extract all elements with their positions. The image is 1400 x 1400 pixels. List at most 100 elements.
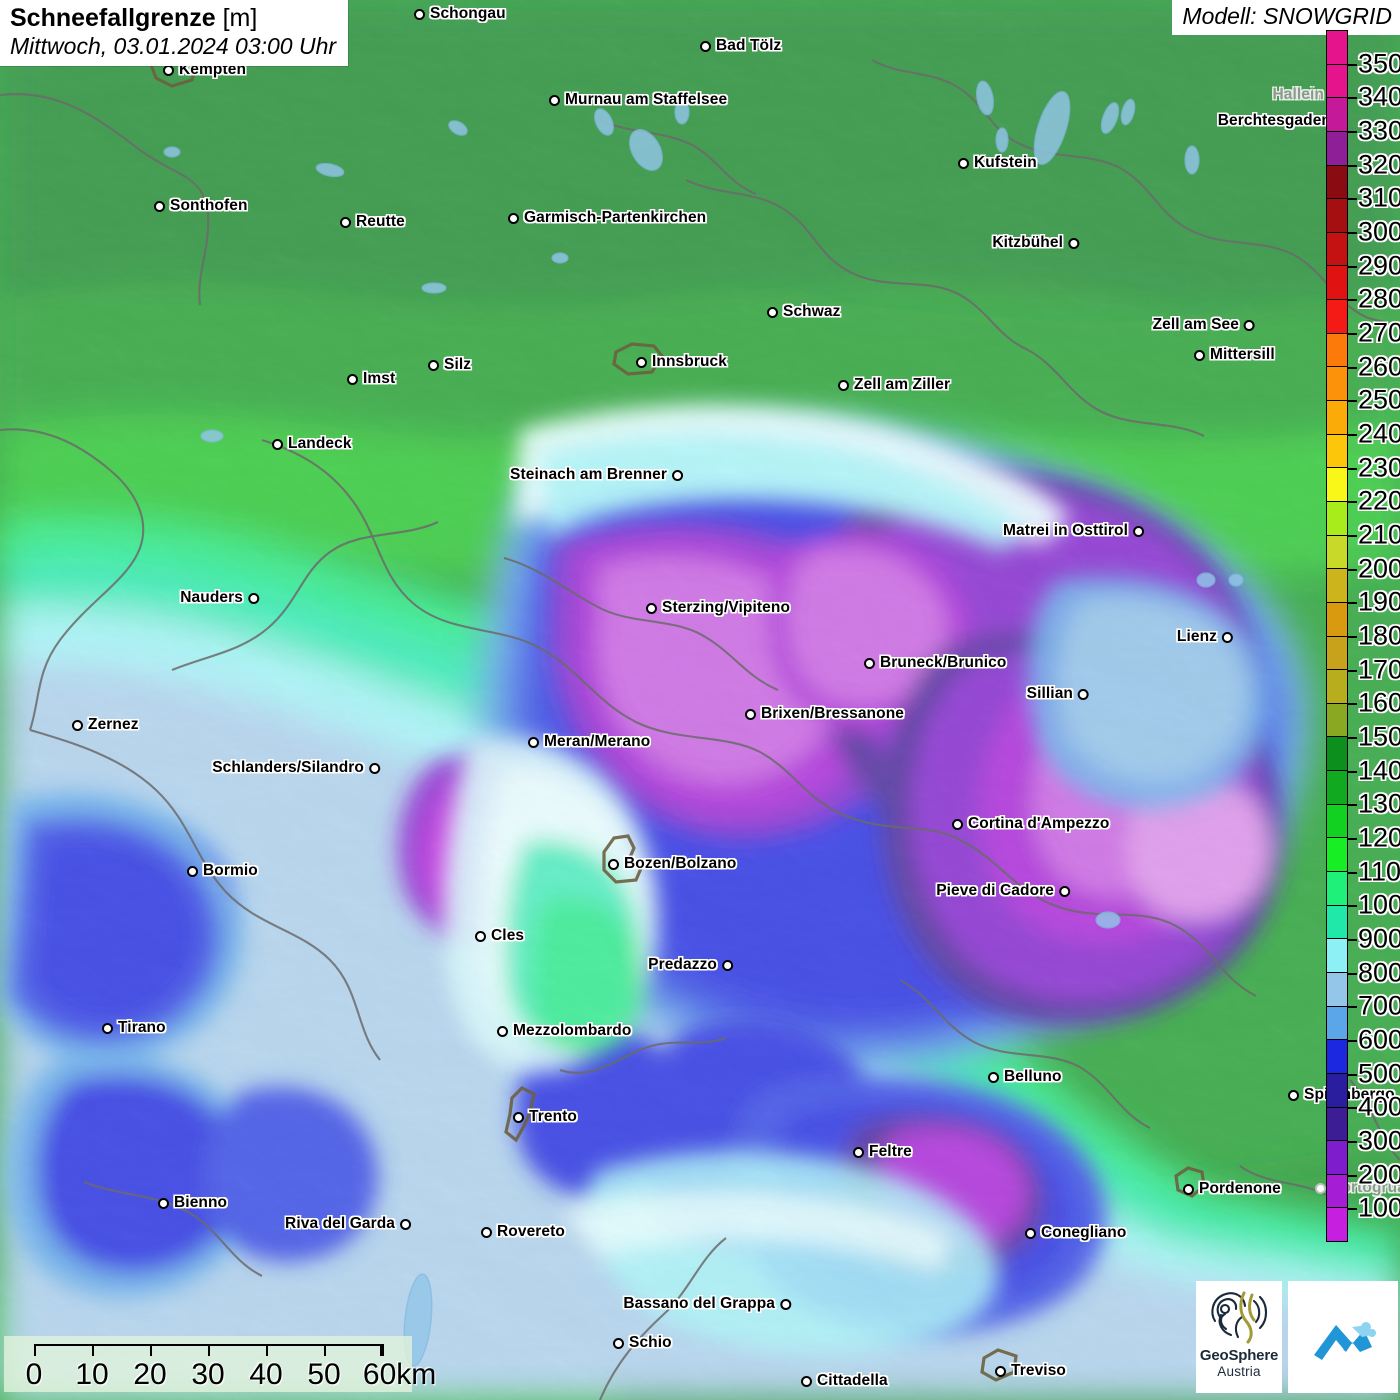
city-label[interactable]: Matrei in Osttirol xyxy=(1003,522,1144,540)
city-label[interactable]: Zell am See xyxy=(1153,316,1255,334)
colorbar-tick xyxy=(1348,1006,1357,1009)
city-label[interactable]: Bormio xyxy=(187,862,258,880)
city-label[interactable]: Steinach am Brenner xyxy=(510,466,683,484)
colorbar-tick xyxy=(1348,232,1357,234)
colorbar-tick xyxy=(1348,97,1357,100)
geosphere-austria-logo[interactable]: GeoSphere Austria xyxy=(1196,1281,1282,1393)
city-name: Conegliano xyxy=(1041,1224,1127,1241)
colorbar-tick xyxy=(1348,366,1357,369)
city-label[interactable]: Schongau xyxy=(414,5,506,23)
city-label[interactable]: Bassano del Grappa xyxy=(623,1295,791,1313)
city-name: Brixen/Bressanone xyxy=(761,705,904,722)
colorbar-tick xyxy=(1348,1174,1357,1177)
city-name: Cittadella xyxy=(817,1372,888,1389)
city-marker-dot xyxy=(528,736,539,748)
city-label[interactable]: Lienz xyxy=(1177,628,1233,646)
colorbar-legend[interactable]: 3500340033003200310030002900280027002600… xyxy=(1326,30,1400,1242)
city-label[interactable]: Meran/Merano xyxy=(528,733,650,751)
city-label[interactable]: Conegliano xyxy=(1025,1224,1126,1242)
colorbar-swatch xyxy=(1327,1174,1347,1209)
scale-bar-label: 50 xyxy=(307,1358,341,1391)
city-label[interactable]: Predazzo xyxy=(648,956,733,974)
city-label[interactable]: Sonthofen xyxy=(154,197,248,215)
city-name: Berchtesgaden xyxy=(1217,112,1331,129)
city-label[interactable]: Mittersill xyxy=(1194,346,1275,364)
city-label[interactable]: Portogruaro xyxy=(1315,1179,1400,1197)
colorbar-tick xyxy=(1348,299,1357,302)
city-label[interactable]: Feltre xyxy=(853,1143,912,1161)
city-label[interactable]: Garmisch-Partenkirchen xyxy=(508,209,706,227)
colorbar-tick-label: 2500 xyxy=(1358,384,1400,415)
city-label[interactable]: Mezzolombardo xyxy=(497,1022,631,1040)
city-name: Reutte xyxy=(356,213,405,230)
city-label[interactable]: Rovereto xyxy=(481,1223,565,1241)
city-label[interactable]: Zell am Ziller xyxy=(838,376,950,394)
city-label[interactable]: Sillian xyxy=(1027,685,1089,703)
city-name: Schlanders/Silandro xyxy=(212,759,364,776)
city-label[interactable]: Pieve di Cadore xyxy=(936,882,1070,900)
city-label[interactable]: Innsbruck xyxy=(636,353,727,371)
city-label[interactable]: Kufstein xyxy=(958,154,1037,172)
city-label[interactable]: Schlanders/Silandro xyxy=(212,759,380,777)
city-label[interactable]: Silz xyxy=(428,356,471,374)
city-label[interactable]: Imst xyxy=(347,370,395,388)
city-label[interactable]: Riva del Garda xyxy=(285,1215,411,1233)
colorbar-tick-label: 2900 xyxy=(1358,250,1400,281)
colorbar-tick xyxy=(1348,265,1357,268)
city-label[interactable]: Trento xyxy=(513,1108,577,1126)
colorbar-tick-label: 600 xyxy=(1358,1024,1400,1055)
geosphere-name: GeoSphere xyxy=(1199,1347,1279,1364)
city-label[interactable]: Belluno xyxy=(988,1068,1062,1086)
city-label[interactable]: Brixen/Bressanone xyxy=(745,705,904,723)
city-name: Zernez xyxy=(88,716,139,733)
colorbar-tick xyxy=(1348,164,1357,167)
colorbar-swatch xyxy=(1327,131,1347,166)
colorbar-swatch xyxy=(1327,872,1347,906)
city-name: Pieve di Cadore xyxy=(936,882,1054,899)
city-name: Schwaz xyxy=(783,303,841,320)
city-name: Rovereto xyxy=(497,1223,565,1240)
city-label[interactable]: Cles xyxy=(475,927,524,945)
city-label[interactable]: Cortina d'Ampezzo xyxy=(952,815,1109,833)
colorbar-tick-label: 700 xyxy=(1358,990,1400,1021)
scale-bar-tick xyxy=(324,1344,326,1356)
city-marker-dot xyxy=(481,1226,492,1238)
city-label[interactable]: Nauders xyxy=(180,589,259,607)
city-label[interactable]: Pordenone xyxy=(1183,1180,1281,1198)
city-marker-dot xyxy=(1183,1183,1194,1195)
city-label[interactable]: Bienno xyxy=(158,1194,227,1212)
city-marker-dot xyxy=(636,356,647,368)
city-name: Mittersill xyxy=(1210,346,1275,363)
city-label[interactable]: Bruneck/Brunico xyxy=(864,654,1006,672)
colorbar-tick-label: 2700 xyxy=(1358,317,1400,348)
city-label[interactable]: Schio xyxy=(613,1334,672,1352)
colorbar-swatch xyxy=(1327,939,1347,973)
city-label[interactable]: Sterzing/Vipiteno xyxy=(646,599,790,617)
partner-logo[interactable] xyxy=(1288,1281,1398,1393)
city-label[interactable]: Landeck xyxy=(272,435,352,453)
city-label[interactable]: Murnau am Staffelsee xyxy=(549,91,727,109)
colorbar-tick xyxy=(1348,568,1357,571)
city-label[interactable]: Bad Tölz xyxy=(700,37,781,55)
colorbar-swatch xyxy=(1327,1107,1347,1142)
colorbar-tick xyxy=(1348,939,1357,941)
city-name: Bozen/Bolzano xyxy=(624,855,737,872)
city-label[interactable]: Treviso xyxy=(995,1362,1066,1380)
city-label[interactable]: Schwaz xyxy=(767,303,840,321)
city-marker-dot xyxy=(187,865,198,877)
city-name: Kufstein xyxy=(974,154,1037,171)
city-label[interactable]: Zernez xyxy=(72,716,139,734)
city-marker-dot xyxy=(1133,525,1144,537)
city-name: Garmisch-Partenkirchen xyxy=(524,209,707,226)
city-name: Schongau xyxy=(430,5,506,22)
city-marker-dot xyxy=(513,1111,524,1123)
scale-bar-tick xyxy=(382,1344,384,1356)
city-label[interactable]: Tirano xyxy=(102,1019,166,1037)
city-label[interactable]: Kitzbühel xyxy=(992,234,1079,252)
city-marker-dot xyxy=(163,64,174,76)
city-label[interactable]: Reutte xyxy=(340,213,405,231)
city-label[interactable]: Cittadella xyxy=(801,1372,888,1390)
city-marker-dot xyxy=(700,40,711,52)
city-label[interactable]: Bozen/Bolzano xyxy=(608,855,736,873)
